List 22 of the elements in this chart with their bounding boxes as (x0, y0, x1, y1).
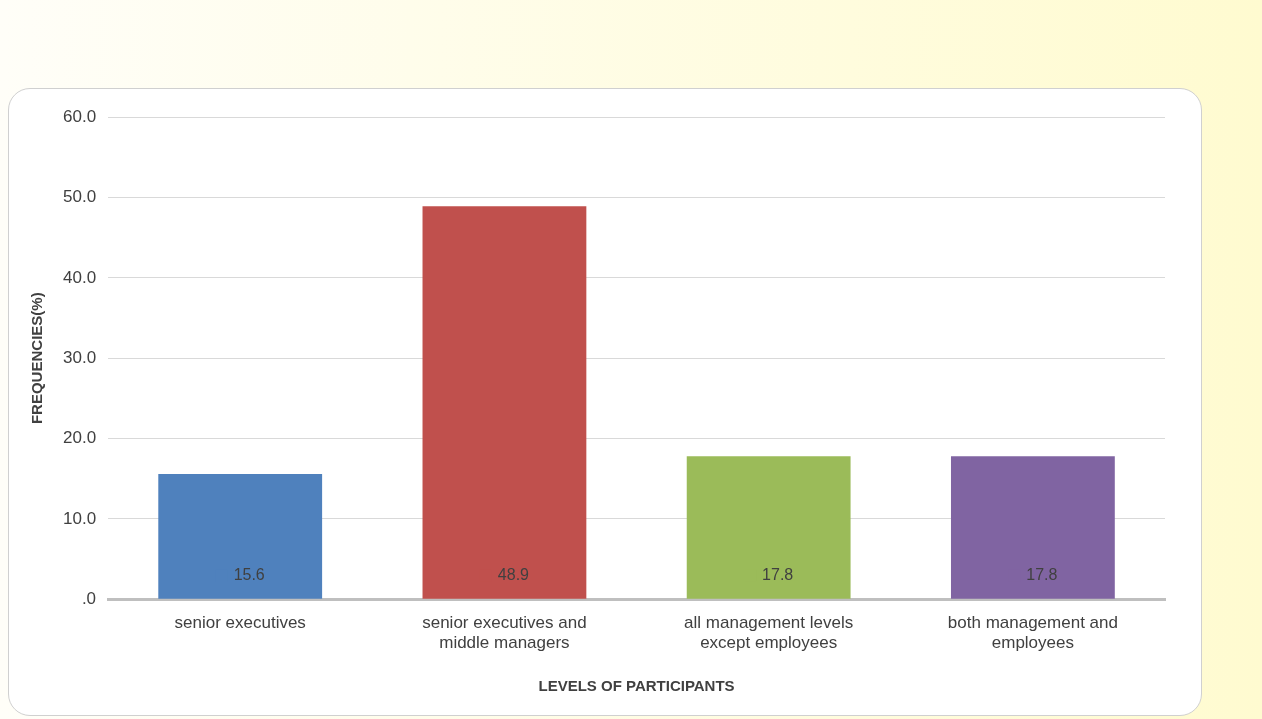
y-tick-label: .0 (81, 588, 97, 608)
x-tick-label: all management levels except employees (684, 613, 854, 653)
chart-frame: LEVELS OF PARTICIPANTS FREQUENCIES(%) senior executives senior executives and middle managers all management levels except employees both management and employees .0 10.0 20.0 30.0 40.0 50.0 60.0 15.6 48.9 17.8 17.8 (8, 88, 1202, 716)
data-label: 15.6 (233, 565, 265, 583)
x-axis-title: LEVELS OF PARTICIPANTS (538, 677, 735, 695)
x-tick-label: senior executives (174, 613, 306, 633)
y-tick-label: 30.0 (62, 347, 97, 367)
y-tick-label: 20.0 (62, 428, 97, 448)
y-tick-label: 50.0 (62, 187, 97, 207)
bar (158, 473, 323, 599)
data-label: 48.9 (497, 565, 530, 583)
y-axis-title: FREQUENCIES(%) (28, 292, 46, 425)
bar (686, 456, 851, 599)
x-tick-label: both management and employees (947, 613, 1118, 653)
x-tick-label: senior executives and middle managers (422, 613, 587, 653)
y-tick-label: 40.0 (62, 267, 97, 287)
y-tick-label: 10.0 (62, 508, 97, 528)
bar (422, 206, 587, 599)
data-label: 17.8 (1026, 565, 1058, 583)
data-label: 17.8 (762, 565, 794, 583)
y-tick-label: 60.0 (62, 106, 97, 126)
bar (950, 456, 1115, 599)
